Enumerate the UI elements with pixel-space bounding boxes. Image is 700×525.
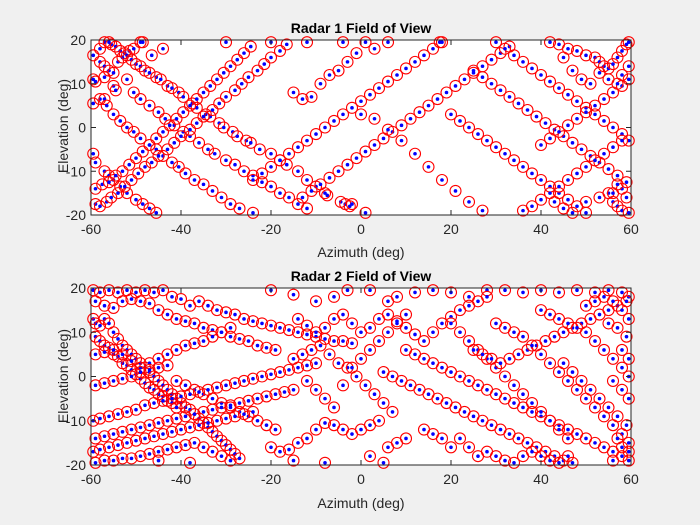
svg-text:-10: -10 (66, 413, 86, 429)
svg-text:0: 0 (78, 120, 86, 136)
svg-text:-60: -60 (81, 471, 101, 487)
svg-text:-20: -20 (261, 471, 281, 487)
svg-text:60: 60 (623, 221, 639, 237)
plot2-title: Radar 2 Field of View (290, 268, 432, 284)
svg-text:60: 60 (623, 471, 639, 487)
svg-text:-10: -10 (66, 163, 86, 179)
svg-text:0: 0 (357, 221, 365, 237)
svg-text:-20: -20 (66, 457, 86, 473)
svg-text:20: 20 (70, 280, 86, 296)
plot-2-axes: -60 -40 -20 0 20 40 60 20 10 0 -10 -20 (66, 280, 639, 487)
plot-1-axes: -60 -40 -20 0 20 40 60 20 10 0 -10 -20 (66, 32, 639, 237)
plot-2-points (87, 284, 635, 469)
svg-text:-20: -20 (261, 221, 281, 237)
svg-text:-40: -40 (171, 221, 191, 237)
svg-text:10: 10 (70, 324, 86, 340)
plot1-title: Radar 1 Field of View (290, 20, 432, 36)
svg-text:0: 0 (357, 471, 365, 487)
svg-text:-60: -60 (81, 221, 101, 237)
svg-text:-20: -20 (66, 207, 86, 223)
plot2-xlabel: Azimuth (deg) (317, 495, 405, 511)
svg-text:40: 40 (533, 221, 549, 237)
svg-text:40: 40 (533, 471, 549, 487)
plot1-xlabel: Azimuth (deg) (317, 244, 405, 260)
svg-text:20: 20 (70, 32, 86, 48)
svg-text:-40: -40 (171, 471, 191, 487)
svg-text:20: 20 (443, 471, 459, 487)
svg-text:20: 20 (443, 221, 459, 237)
plot-1-points (87, 36, 635, 219)
svg-text:10: 10 (70, 76, 86, 92)
svg-text:0: 0 (78, 369, 86, 385)
